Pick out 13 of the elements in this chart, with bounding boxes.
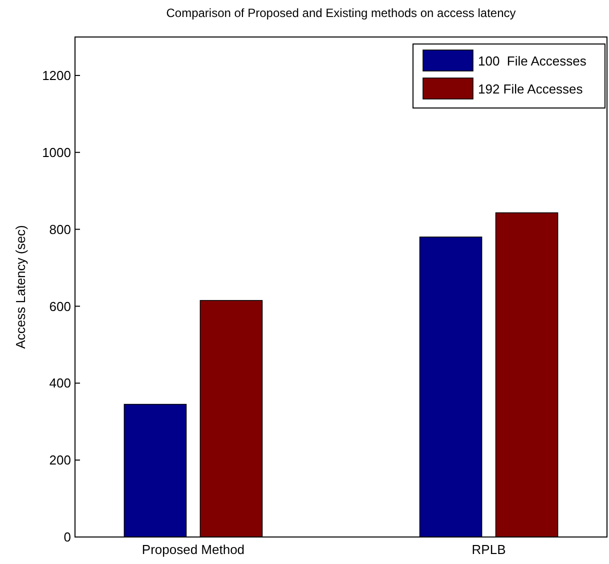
- x-tick-label: Proposed Method: [142, 542, 245, 557]
- chart-title: Comparison of Proposed and Existing methods on access latency: [166, 6, 516, 20]
- y-tick-label: 600: [49, 298, 71, 314]
- legend-label: 100 File Accesses: [478, 54, 587, 69]
- legend-label: 192 File Accesses: [478, 82, 584, 97]
- y-tick-label: 400: [49, 376, 71, 391]
- y-tick-label: 800: [49, 222, 71, 237]
- y-axis-title: Access Latency (sec): [13, 225, 28, 349]
- y-tick-label: 0: [64, 530, 71, 545]
- y-tick-label: 200: [49, 452, 71, 468]
- y-tick-label: 1200: [42, 68, 71, 84]
- y-tick-label: 1000: [42, 144, 71, 160]
- x-tick-label: RPLB: [472, 542, 506, 557]
